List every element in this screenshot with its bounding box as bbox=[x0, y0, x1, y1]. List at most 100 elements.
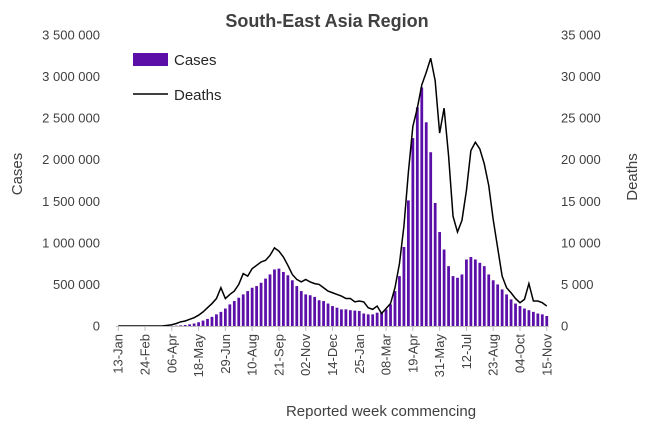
case-bar bbox=[331, 306, 334, 326]
y2-tick-label: 10 000 bbox=[561, 235, 601, 250]
case-bar bbox=[357, 311, 361, 326]
case-bar bbox=[313, 296, 317, 326]
case-bar bbox=[433, 202, 437, 326]
case-bar bbox=[411, 138, 415, 326]
case-bar bbox=[295, 286, 299, 326]
case-bar bbox=[268, 274, 272, 326]
y-tick-label: 2 000 000 bbox=[42, 152, 100, 167]
case-bar bbox=[188, 324, 192, 326]
y2-tick-label: 20 000 bbox=[561, 152, 601, 167]
case-bar bbox=[473, 259, 477, 326]
y-tick-label: 0 bbox=[93, 319, 100, 334]
y-axis-title: Cases bbox=[9, 153, 26, 196]
case-bar bbox=[183, 325, 187, 326]
case-bar bbox=[415, 107, 419, 326]
x-tick-label: 25-Jan bbox=[352, 334, 367, 374]
y-tick-label: 3 000 000 bbox=[42, 69, 100, 84]
case-bar bbox=[246, 291, 250, 326]
left-y-axis: 0 500 000 1 000 000 1 500 000 2 000 000 2 500… bbox=[42, 28, 100, 334]
case-bar bbox=[527, 310, 531, 326]
y2-tick-label: 5 000 bbox=[561, 277, 594, 292]
x-tick-label: 02-Nov bbox=[298, 334, 313, 376]
case-bar bbox=[286, 275, 290, 326]
x-tick-label: 24-Feb bbox=[138, 334, 153, 375]
case-bar bbox=[523, 308, 526, 326]
x-tick-label: 04-Oct bbox=[512, 334, 527, 373]
x-tick-label: 13-Jan bbox=[111, 334, 126, 374]
y-tick-label: 1 500 000 bbox=[42, 194, 100, 209]
case-bar bbox=[500, 289, 504, 326]
case-bar bbox=[290, 280, 294, 326]
case-bar bbox=[215, 314, 218, 326]
x-tick-label: 06-Apr bbox=[164, 333, 179, 373]
case-bar bbox=[299, 291, 303, 326]
case-bar bbox=[496, 284, 500, 326]
right-y-axis: 0 5 000 10 000 15 000 20 000 25 000 30 000 35 0… bbox=[561, 28, 601, 334]
case-bar bbox=[344, 309, 348, 326]
case-bar bbox=[371, 314, 375, 326]
case-bar bbox=[438, 232, 442, 326]
case-bar bbox=[277, 268, 281, 326]
legend-label-cases: Cases bbox=[174, 52, 217, 69]
deaths-line bbox=[118, 58, 548, 327]
case-bar bbox=[304, 294, 308, 326]
case-bar bbox=[237, 297, 241, 326]
legend-label-deaths: Deaths bbox=[174, 87, 222, 104]
y2-tick-label: 0 bbox=[561, 319, 568, 334]
case-bar bbox=[447, 266, 450, 326]
case-bar bbox=[545, 316, 549, 326]
y2-tick-label: 25 000 bbox=[561, 111, 601, 126]
y-tick-label: 2 500 000 bbox=[42, 111, 100, 126]
case-bar bbox=[487, 274, 491, 326]
y2-tick-label: 35 000 bbox=[561, 28, 601, 43]
case-bar bbox=[509, 299, 513, 326]
x-axis: 13-Jan 24-Feb 06-Apr 18-May 29-Jun 10-Aug 21-S… bbox=[111, 326, 554, 378]
case-bar bbox=[348, 310, 352, 326]
x-tick-label: 23-Aug bbox=[486, 334, 501, 376]
case-bar bbox=[206, 318, 209, 326]
case-bar bbox=[402, 247, 406, 326]
y-tick-label: 3 500 000 bbox=[42, 28, 100, 43]
case-bar bbox=[210, 316, 214, 326]
case-bar bbox=[362, 313, 366, 326]
case-bar bbox=[179, 325, 183, 326]
x-axis-title: Reported week commencing bbox=[286, 403, 476, 420]
x-tick-label: 12-Jul bbox=[459, 334, 474, 370]
case-bar bbox=[518, 306, 522, 326]
case-bar bbox=[482, 266, 486, 326]
case-bar bbox=[514, 303, 517, 326]
case-bar bbox=[241, 294, 245, 326]
case-bar bbox=[380, 311, 383, 326]
case-bar bbox=[192, 323, 196, 326]
case-bar bbox=[465, 259, 468, 326]
y2-axis-title: Deaths bbox=[624, 153, 641, 201]
legend-swatch-cases bbox=[133, 53, 168, 66]
case-bar bbox=[491, 280, 495, 326]
y2-tick-label: 15 000 bbox=[561, 194, 601, 209]
x-tick-label: 18-May bbox=[191, 334, 206, 378]
case-bar bbox=[429, 152, 433, 326]
case-bar bbox=[317, 300, 321, 326]
case-bar bbox=[505, 294, 508, 326]
case-bar bbox=[393, 291, 397, 326]
x-tick-label: 08-Mar bbox=[379, 333, 394, 375]
case-bar bbox=[255, 286, 258, 326]
case-bar bbox=[223, 308, 227, 326]
case-bar bbox=[282, 271, 285, 326]
case-bar bbox=[407, 200, 410, 326]
x-tick-label: 14-Dec bbox=[325, 334, 340, 376]
case-bar bbox=[366, 314, 370, 326]
case-bar bbox=[536, 313, 540, 326]
case-bar bbox=[460, 274, 464, 326]
y-tick-label: 1 000 000 bbox=[42, 235, 100, 250]
case-bar bbox=[531, 311, 535, 326]
case-bar bbox=[442, 249, 446, 326]
case-bar bbox=[456, 277, 459, 326]
x-tick-label: 21-Sep bbox=[271, 334, 286, 376]
y2-tick-label: 30 000 bbox=[561, 69, 601, 84]
x-tick-label: 29-Jun bbox=[218, 334, 233, 374]
case-bar bbox=[250, 287, 254, 326]
case-bar bbox=[451, 276, 455, 326]
y-tick-label: 500 000 bbox=[53, 277, 100, 292]
